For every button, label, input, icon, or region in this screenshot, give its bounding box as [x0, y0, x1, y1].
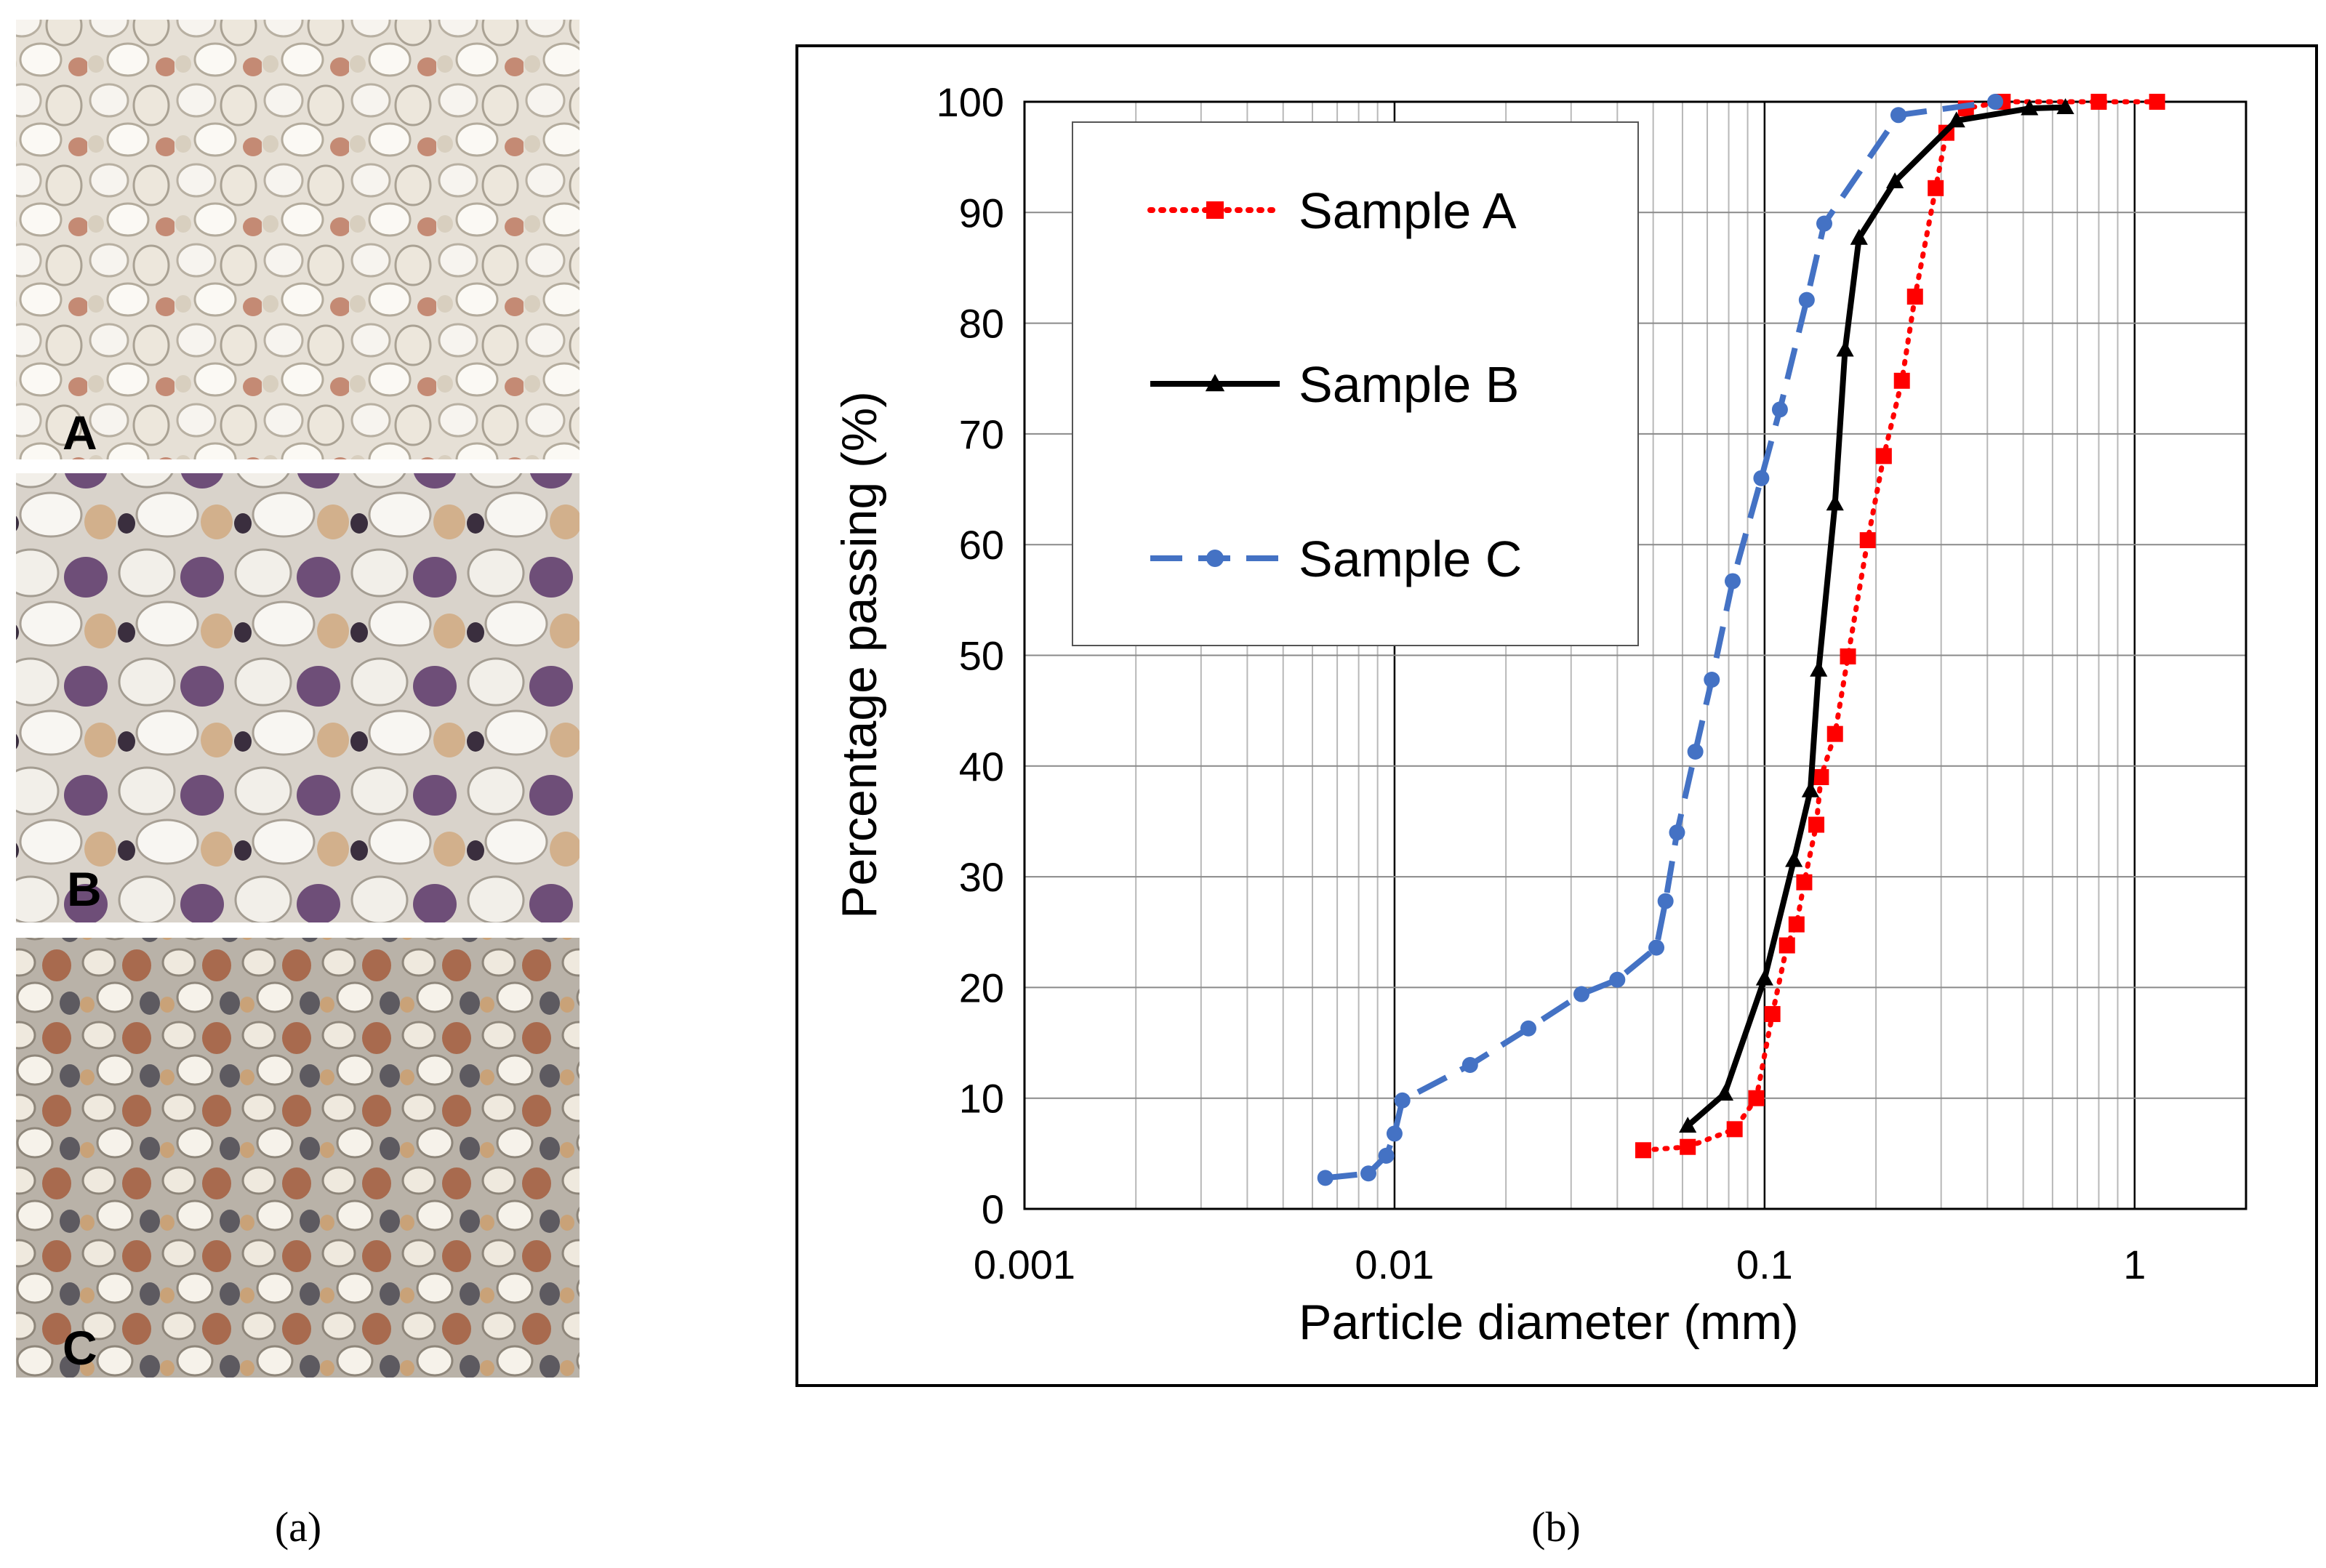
- data-point: [1826, 494, 1844, 511]
- photo-label-a: A: [63, 406, 97, 459]
- data-point: [1859, 532, 1876, 549]
- data-point: [1520, 1020, 1537, 1037]
- data-point: [1826, 725, 1843, 742]
- x-tick-label: 1: [2123, 1242, 2146, 1287]
- data-point: [1704, 672, 1720, 688]
- data-point: [1987, 94, 2004, 110]
- photo-a: [16, 20, 580, 459]
- data-point: [2021, 99, 2039, 116]
- x-tick-labels: 0.001 0.01 0.1 1: [974, 1242, 2146, 1287]
- x-axis-title: Particle diameter (mm): [1299, 1295, 1799, 1350]
- data-point: [1725, 573, 1741, 590]
- y-tick-label: 30: [959, 854, 1004, 900]
- y-tick-label: 100: [937, 79, 1004, 125]
- data-point: [1205, 374, 1225, 392]
- series: [1317, 94, 2165, 1186]
- data-point: [1360, 1165, 1377, 1182]
- photo-b: [16, 473, 580, 922]
- photo-c: [16, 938, 580, 1378]
- data-point: [1609, 971, 1626, 988]
- data-point: [1648, 939, 1665, 956]
- data-point: [1679, 1117, 1697, 1133]
- data-point: [1680, 1138, 1696, 1155]
- data-point: [1893, 372, 1910, 389]
- data-point: [1669, 824, 1685, 841]
- x-tick-label: 0.01: [1355, 1242, 1434, 1287]
- y-tick-label: 40: [959, 744, 1004, 789]
- data-point: [1801, 781, 1819, 797]
- data-point: [1753, 470, 1770, 486]
- data-point: [1748, 1090, 1765, 1106]
- x-tick-label: 0.001: [974, 1242, 1075, 1287]
- y-tick-label: 20: [959, 965, 1004, 1010]
- y-tick-label: 90: [959, 190, 1004, 236]
- x-tick-label: 0.1: [1736, 1242, 1793, 1287]
- y-tick-label: 50: [959, 633, 1004, 679]
- caption-a: (a): [275, 1503, 321, 1551]
- y-axis-title: Percentage passing (%): [832, 391, 887, 919]
- data-point: [1796, 874, 1813, 890]
- legend-label: Sample C: [1299, 531, 1522, 587]
- data-point: [1890, 107, 1906, 124]
- data-point: [1836, 340, 1854, 357]
- data-point: [1386, 1125, 1403, 1142]
- series-2: [1679, 98, 2074, 1133]
- photo-label-c: C: [63, 1321, 97, 1375]
- data-point: [1726, 1121, 1743, 1138]
- data-point: [1798, 292, 1815, 308]
- data-point: [1635, 1142, 1651, 1159]
- data-point: [1785, 851, 1803, 867]
- photo-panel: A B C: [16, 20, 580, 1378]
- data-point: [1906, 289, 1923, 305]
- legend-label: Sample A: [1299, 182, 1517, 239]
- caption-b: (b): [1531, 1503, 1581, 1551]
- data-point: [1461, 1057, 1478, 1074]
- series-3: [1317, 94, 2004, 1186]
- photo-label-b: B: [67, 862, 102, 916]
- data-point: [1816, 215, 1832, 232]
- data-point: [1771, 401, 1788, 418]
- y-tick-label: 70: [959, 411, 1004, 457]
- data-point: [1788, 916, 1805, 933]
- data-point: [1850, 228, 1868, 245]
- data-point: [1394, 1092, 1411, 1109]
- data-point: [1206, 550, 1224, 567]
- data-point: [1764, 1005, 1781, 1022]
- data-point: [1778, 937, 1795, 954]
- data-point: [2149, 94, 2165, 110]
- data-point: [1715, 1085, 1734, 1101]
- data-point: [1810, 660, 1828, 677]
- y-tick-label: 80: [959, 301, 1004, 347]
- data-point: [1206, 201, 1224, 219]
- y-tick-label: 0: [982, 1186, 1004, 1232]
- data-point: [1928, 180, 1944, 196]
- data-point: [1573, 986, 1590, 1002]
- data-point: [1657, 893, 1674, 909]
- data-point: [1755, 969, 1773, 986]
- data-point: [1808, 816, 1825, 833]
- data-point: [1886, 172, 1904, 189]
- legend-item: Sample A: [1147, 182, 1517, 239]
- legend: Sample A Sample B Sample C: [1072, 121, 1639, 646]
- plot-area: [1023, 100, 2247, 1210]
- data-point: [1813, 769, 1829, 786]
- series-line: [1325, 99, 1996, 1181]
- data-point: [1947, 111, 1965, 128]
- legend-label: Sample B: [1299, 356, 1519, 413]
- legend-item: Sample C: [1150, 531, 1522, 587]
- data-point: [2090, 94, 2107, 110]
- legend-item: Sample B: [1150, 356, 1519, 413]
- y-tick-label: 60: [959, 522, 1004, 568]
- y-tick-labels: 0 10 20 30 40 50 60 70 80 90 100: [937, 79, 1004, 1232]
- data-point: [1317, 1170, 1334, 1186]
- data-point: [1875, 448, 1892, 465]
- data-point: [1687, 744, 1704, 760]
- data-point: [1840, 648, 1856, 665]
- data-point: [1378, 1147, 1395, 1164]
- data-point: [2056, 98, 2074, 115]
- y-tick-label: 10: [959, 1076, 1004, 1122]
